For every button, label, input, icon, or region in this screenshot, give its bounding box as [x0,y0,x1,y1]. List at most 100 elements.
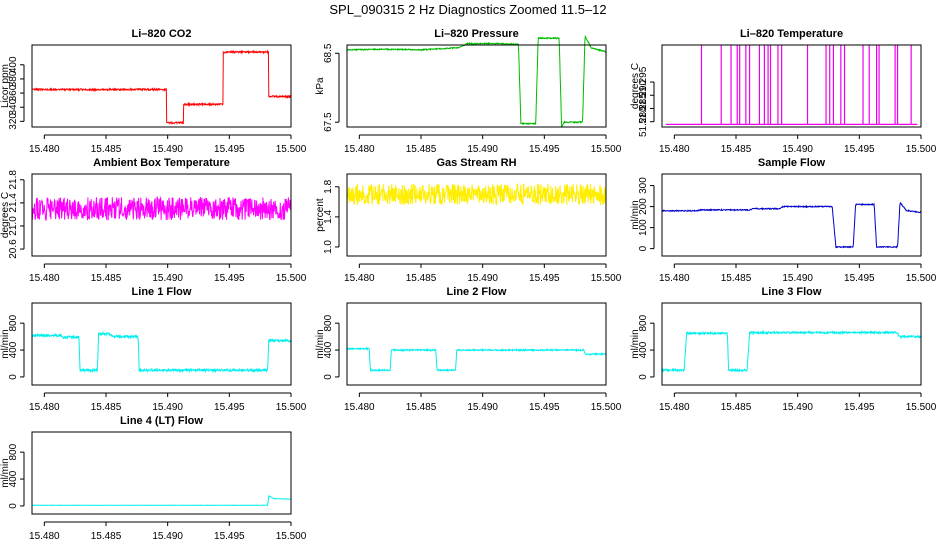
y-tick-label: 0 [638,374,649,380]
y-axis-label: percent [315,198,326,232]
page-title: SPL_090315 2 Hz Diagnostics Zoomed 11.5–… [329,2,607,17]
x-tick-label: 15.495 [214,144,245,155]
series-line [31,196,292,221]
y-tick-label: 51.280 [638,106,649,137]
x-tick-label: 15.480 [659,402,690,413]
x-tick-label: 15.485 [91,144,122,155]
x-tick-label: 15.495 [214,531,245,540]
chart-title: Line 3 Flow [762,286,822,298]
y-tick-label: 20.6 [8,239,19,259]
y-tick-label: 68.5 [323,43,334,63]
x-tick-label: 15.500 [276,531,307,540]
y-tick-label: 800 [8,443,19,460]
x-tick-label: 15.490 [152,531,183,540]
plot-frame [661,302,922,386]
y-tick-label: 51.285 [638,93,649,124]
y-axis-label: ml/min [630,200,641,229]
y-tick-label: 51.295 [638,66,649,97]
y-tick-label: 100 [638,219,649,236]
x-tick-label: 15.500 [591,402,622,413]
chart-title: Line 4 (LT) Flow [120,415,203,427]
chart-panel-5: Gas Stream RH 15.480 15.485 15.490 15.495 15.… [315,157,622,284]
data-series [31,49,292,125]
y-tick-label: 21.4 [8,193,19,213]
x-tick-label: 15.500 [591,144,622,155]
plot-frame [346,173,607,257]
y-tick-label: 380 [8,70,19,87]
x-tick-label: 15.480 [29,144,60,155]
data-series [346,346,607,373]
chart-panel-1: Li–820 CO2 15.480 15.485 15.490 15.495 15.500… [0,28,307,155]
plot-frame [31,44,292,128]
x-tick-label: 15.495 [529,273,560,284]
y-tick-label: 400 [8,470,19,487]
y-tick-label: 21.0 [8,216,19,236]
y-tick-label: 51.290 [638,80,649,111]
chart-panel-9: Line 3 Flow 15.480 15.485 15.490 15.495 15.50… [630,286,936,413]
plot-frame [661,44,922,128]
chart-panel-4: Ambient Box Temperature 15.480 15.485 15.49… [0,157,307,284]
chart-title: Line 2 Flow [447,286,507,298]
chart-title: Ambient Box Temperature [93,157,230,169]
data-series [31,494,292,507]
y-axis-label: degrees C [0,192,11,238]
plot-frame [346,44,607,128]
chart-title: Gas Stream RH [436,157,516,169]
chart-title: Li–820 Temperature [740,28,843,40]
y-axis-label: ml/min [0,458,11,487]
x-tick-label: 15.485 [721,273,752,284]
series-line [661,329,922,373]
x-tick-label: 15.490 [467,273,498,284]
x-tick-label: 15.500 [906,402,936,413]
x-tick-label: 15.485 [406,144,437,155]
x-tick-label: 15.485 [91,402,122,413]
series-line [31,331,292,374]
y-tick-label: 67.5 [323,112,334,132]
series-line [661,201,922,249]
x-tick-label: 15.480 [344,144,375,155]
x-tick-label: 15.490 [152,144,183,155]
series-line [31,49,292,125]
x-tick-label: 15.485 [406,402,437,413]
y-tick-label: 400 [8,341,19,358]
y-tick-label: 800 [8,314,19,331]
x-tick-label: 15.480 [659,144,690,155]
y-tick-label: 0 [323,374,334,380]
x-tick-label: 15.500 [906,273,936,284]
x-tick-label: 15.500 [591,273,622,284]
x-tick-label: 15.500 [276,402,307,413]
x-tick-label: 15.490 [467,144,498,155]
x-tick-label: 15.480 [29,273,60,284]
y-axis-label: ml/min [630,329,641,358]
y-tick-label: 340 [8,98,19,115]
y-tick-label: 400 [638,341,649,358]
y-tick-label: 1.0 [323,240,334,254]
plot-frame [31,173,292,257]
x-tick-label: 15.495 [844,273,875,284]
x-tick-label: 15.485 [91,531,122,540]
y-tick-label: 0 [8,374,19,380]
x-tick-label: 15.490 [152,273,183,284]
x-tick-label: 15.500 [906,144,936,155]
y-tick-label: 320 [8,113,19,130]
x-tick-label: 15.490 [782,402,813,413]
x-tick-label: 15.500 [276,144,307,155]
plot-frame [346,302,607,386]
x-tick-label: 15.490 [782,273,813,284]
x-tick-label: 15.495 [214,273,245,284]
chart-panel-8: Line 2 Flow 15.480 15.485 15.490 15.495 15.50… [315,286,622,413]
data-series [661,201,922,249]
chart-panel-10: Line 4 (LT) Flow 15.480 15.485 15.490 15.495… [0,415,307,540]
y-tick-label: 400 [323,341,334,358]
x-tick-label: 15.480 [29,531,60,540]
y-tick-label: 360 [8,84,19,101]
x-tick-label: 15.480 [29,402,60,413]
x-tick-label: 15.485 [721,144,752,155]
y-tick-label: 1.8 [323,179,334,193]
y-tick-label: 0 [8,503,19,509]
x-tick-label: 15.490 [782,144,813,155]
chart-panel-2: Li–820 Pressure 15.480 15.485 15.490 15.495 1… [315,28,622,155]
plot-frame [31,302,292,386]
data-series [661,329,922,373]
